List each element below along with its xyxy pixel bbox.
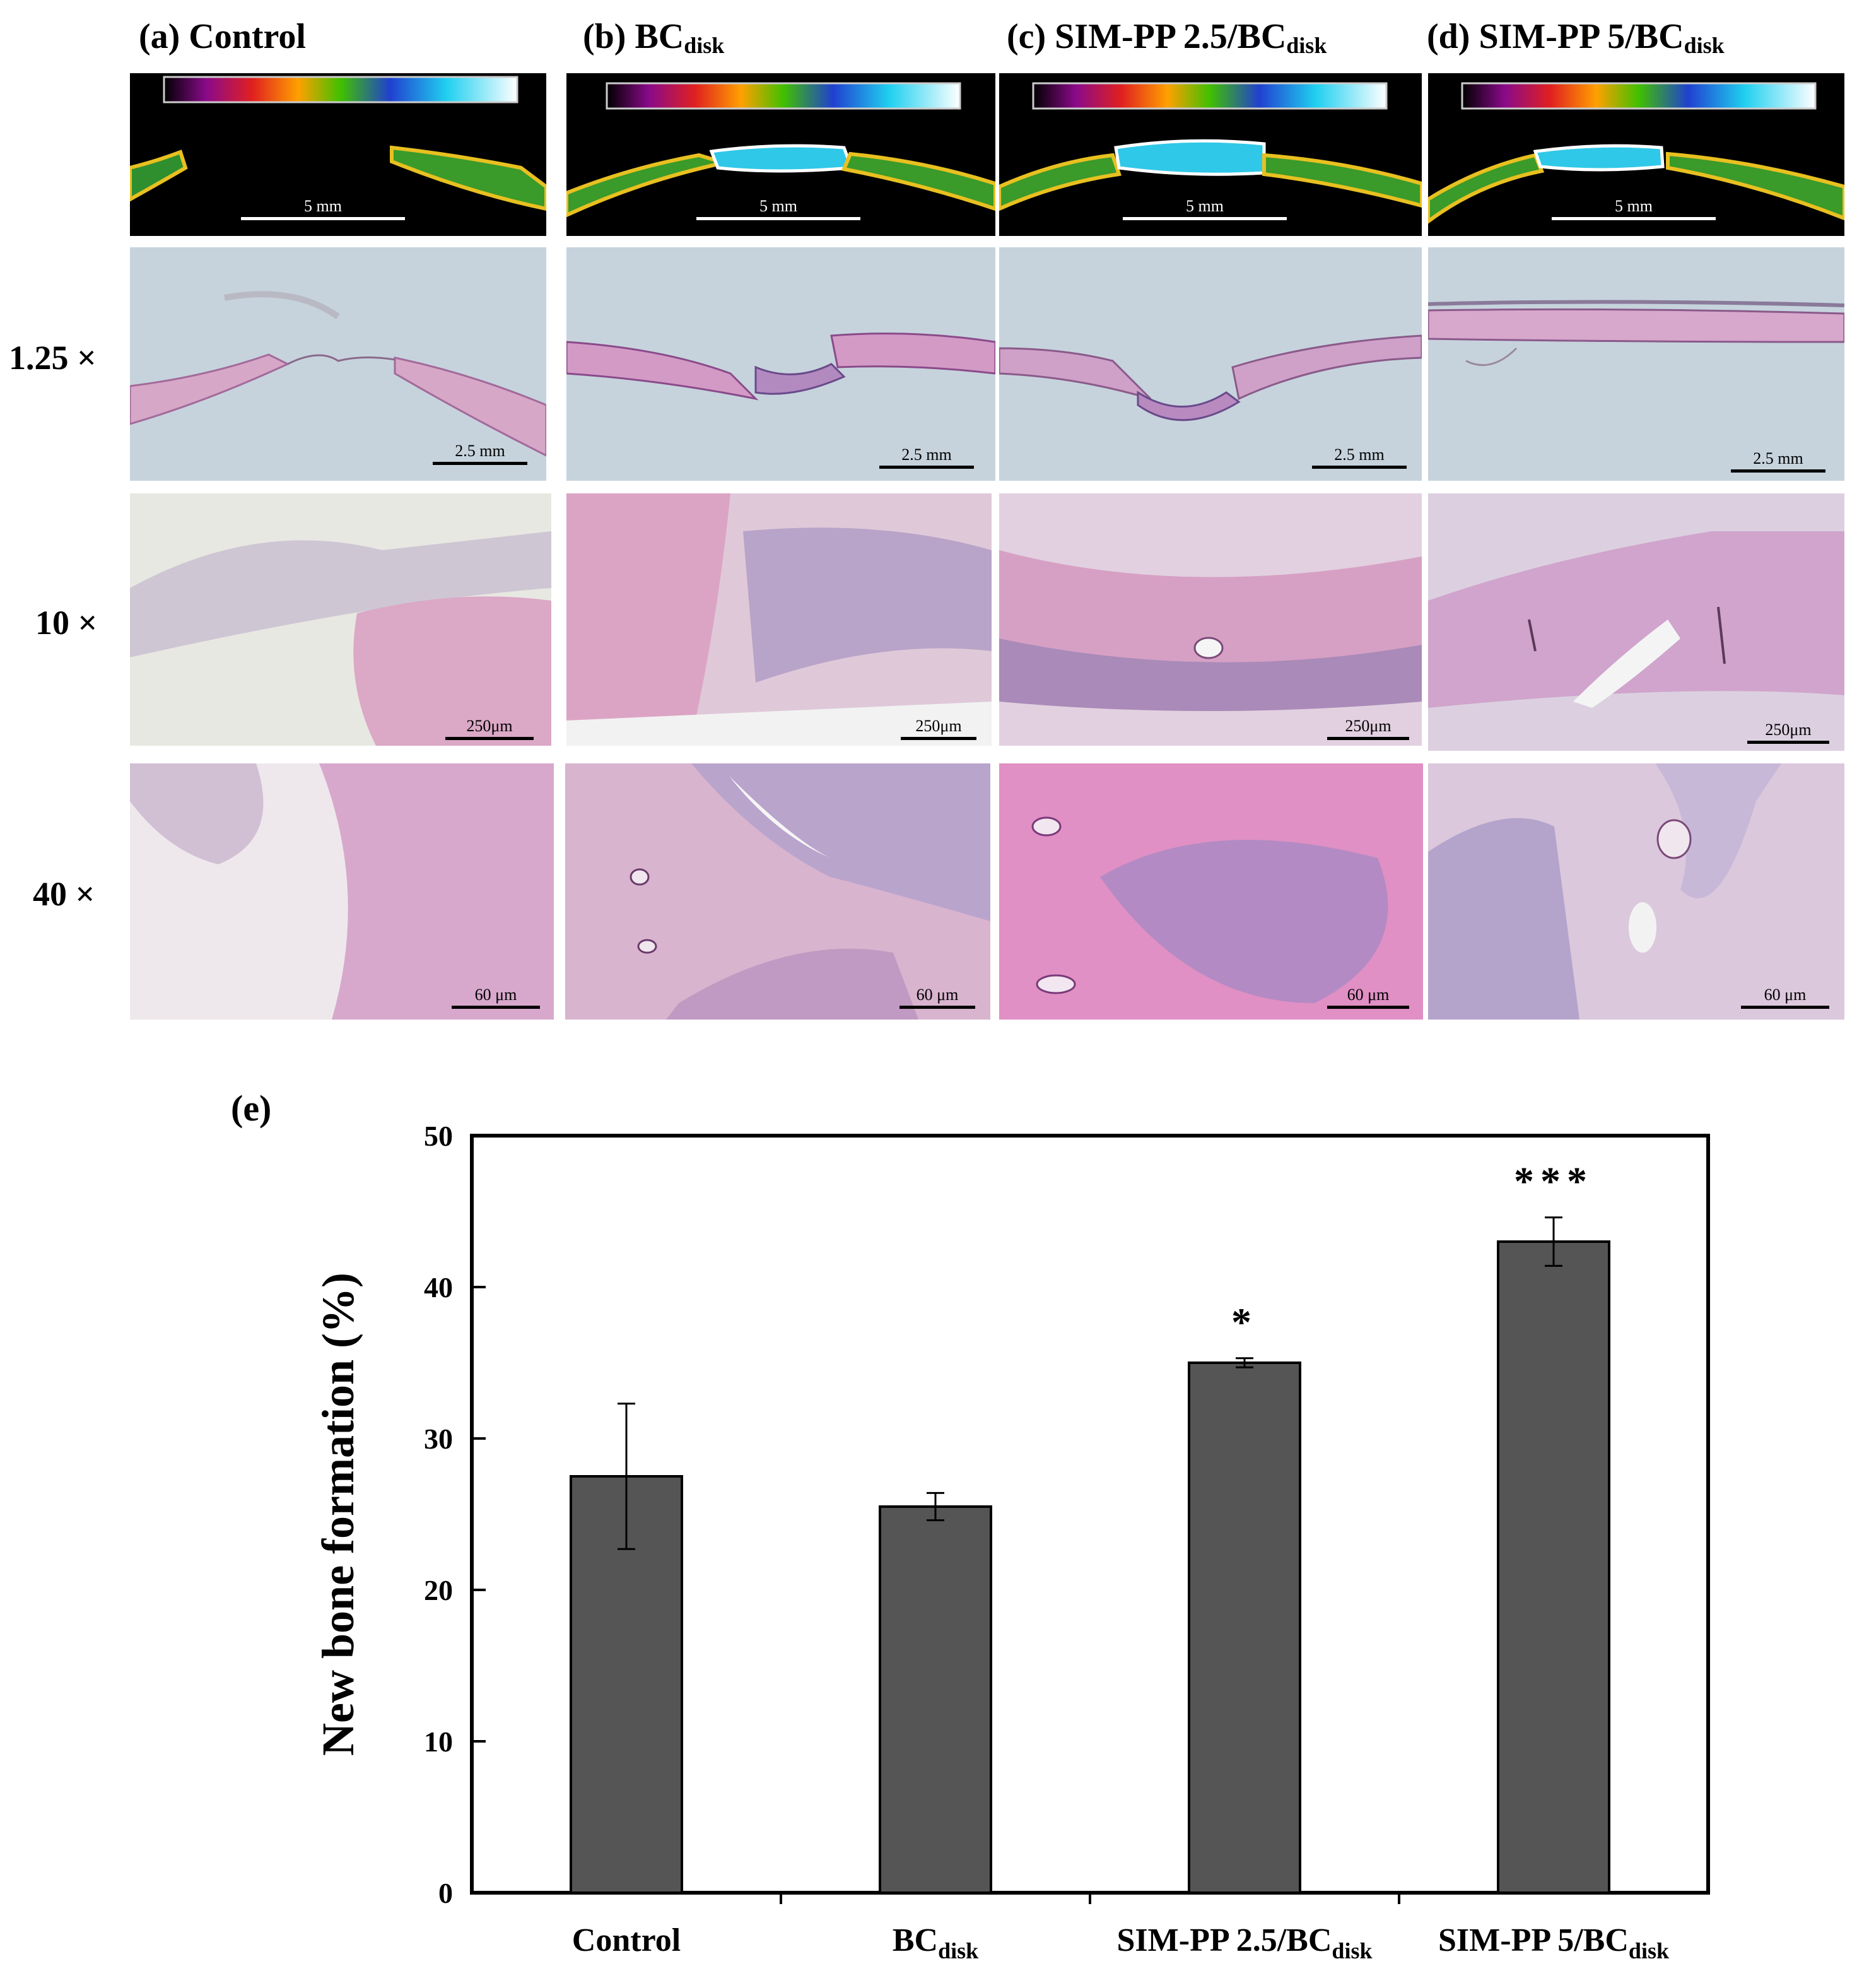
histology-1-25x-sim-pp-2-5: 2.5 mm — [999, 247, 1422, 481]
y-tick-label: 40 — [424, 1271, 453, 1303]
ct-image-sim-pp-5: 5 mm — [1428, 73, 1844, 236]
histology-40x-sim-pp-5: 60 μm — [1428, 763, 1844, 1020]
histology-1-25x-control: 2.5 mm — [130, 247, 546, 481]
y-tick-label: 50 — [424, 1120, 453, 1152]
panel-title-c: (c) SIM-PP 2.5/BCdisk — [1007, 17, 1327, 58]
scale-bar-r1-b: 2.5 mm — [879, 445, 974, 469]
scale-bar-r2-c: 250μm — [1327, 717, 1409, 740]
category-label: SIM-PP 5/BCdisk — [1438, 1922, 1669, 1963]
row-label-1-25x: 1.25 × — [9, 339, 97, 377]
scale-bar-r3-d: 60 μm — [1741, 985, 1829, 1009]
ct-image-control: 5 mm — [130, 73, 546, 236]
histology-10x-bc-disk: 250μm — [566, 493, 992, 746]
bar — [1188, 1362, 1301, 1894]
scale-bar-ct-b: 5 mm — [696, 197, 860, 220]
panel-title-a: (a) Control — [139, 17, 306, 56]
significance-marker: *** — [1514, 1159, 1593, 1204]
scale-bar-r1-c: 2.5 mm — [1312, 445, 1407, 469]
chart-panel-label: (e) — [231, 1088, 271, 1129]
y-tick-label: 20 — [424, 1574, 453, 1606]
histology-10x-control: 250μm — [130, 493, 551, 746]
histology-40x-control: 60 μm — [130, 763, 554, 1020]
histology-40x-sim-pp-2-5: 60 μm — [999, 763, 1423, 1020]
row-label-40x: 40 × — [33, 875, 95, 913]
scale-bar-ct-a: 5 mm — [241, 197, 405, 220]
scale-bar-r3-b: 60 μm — [899, 985, 975, 1009]
scale-bar-r1-a: 2.5 mm — [433, 442, 527, 465]
scale-bar-r2-b: 250μm — [901, 717, 976, 740]
ct-image-bc-disk: 5 mm — [566, 73, 995, 236]
y-tick-label: 0 — [438, 1877, 453, 1909]
scale-bar-r2-d: 250μm — [1747, 721, 1829, 744]
histology-1-25x-bc-disk: 2.5 mm — [566, 247, 995, 481]
bar-chart-panel: (e) 0 10 20 30 40 50 * *** Control BCdisk SIM-PP… — [0, 1073, 1869, 1985]
panel-title-b: (b) BCdisk — [583, 17, 725, 58]
histology-10x-sim-pp-5: 250μm — [1428, 493, 1844, 751]
scale-bar-r3-c: 60 μm — [1327, 985, 1409, 1009]
row-label-10x: 10 × — [35, 604, 98, 642]
category-label: SIM-PP 2.5/BCdisk — [1117, 1922, 1373, 1963]
histology-1-25x-sim-pp-5: 2.5 mm — [1428, 247, 1844, 481]
histology-40x-bc-disk: 60 μm — [565, 763, 990, 1020]
scale-bar-ct-c: 5 mm — [1123, 197, 1287, 220]
scale-bar-r3-a: 60 μm — [452, 985, 540, 1009]
scale-bar-ct-d: 5 mm — [1552, 197, 1716, 220]
y-tick-label: 30 — [424, 1423, 453, 1455]
panel-title-d: (d) SIM-PP 5/BCdisk — [1427, 17, 1725, 58]
histology-10x-sim-pp-2-5: 250μm — [999, 493, 1422, 746]
bar — [1497, 1240, 1610, 1894]
y-tick-label: 10 — [424, 1726, 453, 1758]
category-label: Control — [572, 1922, 681, 1958]
y-axis-label: New bone formation (%) — [313, 1273, 363, 1756]
ct-image-sim-pp-2-5: 5 mm — [999, 73, 1422, 236]
significance-marker: * — [1231, 1300, 1258, 1344]
scale-bar-r2-a: 250μm — [445, 717, 534, 740]
scale-bar-r1-d: 2.5 mm — [1731, 449, 1825, 473]
category-label: BCdisk — [893, 1922, 978, 1963]
bar — [879, 1505, 992, 1894]
